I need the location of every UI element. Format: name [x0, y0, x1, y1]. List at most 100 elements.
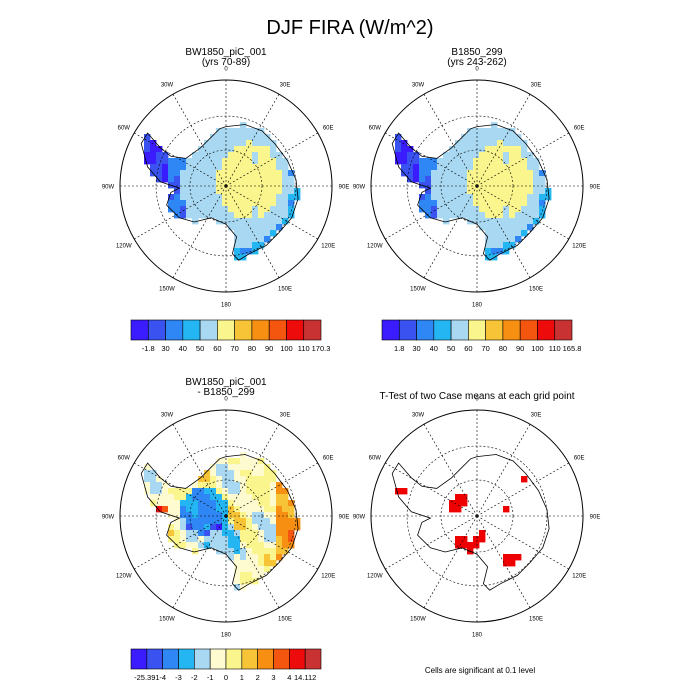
map-cell [240, 200, 247, 207]
map-cell [264, 524, 271, 531]
longitude-label: 90E [590, 185, 601, 191]
longitude-label: 120W [116, 574, 132, 580]
meridian-line [225, 515, 280, 608]
map-cell [491, 152, 498, 159]
map-cell [503, 560, 510, 567]
map-cell [186, 512, 193, 519]
map-cell [479, 164, 486, 171]
map-cell [258, 548, 265, 555]
map-cell [503, 230, 510, 237]
longitude-label: 0 [475, 67, 479, 73]
map-cell [192, 176, 199, 183]
colorbar-swatch [199, 319, 218, 341]
map-cell [198, 152, 205, 159]
map-cell [234, 572, 241, 579]
map-cell [240, 218, 247, 225]
map-cell [533, 164, 540, 171]
map-cell [240, 572, 247, 579]
colorbar-tick-label: -1.8 [142, 344, 155, 353]
map-cell [443, 170, 450, 177]
map-cell [485, 188, 492, 195]
map-cell [527, 206, 534, 213]
panel-title-line1: T-Test of two Case means at each grid po… [379, 391, 574, 402]
map-cell [150, 470, 157, 477]
map-cell [234, 566, 241, 573]
map-cell [449, 146, 456, 153]
map-cell [144, 134, 151, 141]
map-cell [240, 494, 247, 501]
map-cell [401, 152, 408, 159]
meridian-line [134, 132, 227, 187]
map-cell [527, 194, 534, 201]
map-cell [455, 500, 462, 507]
map-boundary [370, 409, 584, 623]
meridian-line [476, 132, 569, 187]
map-cell [491, 188, 498, 195]
longitude-label: 150W [410, 287, 426, 293]
map-cell [509, 242, 516, 249]
map-data-cells [144, 122, 301, 261]
meridian-line [476, 515, 569, 570]
map-cell [240, 506, 247, 513]
map-cell [252, 212, 259, 219]
map-cell [150, 494, 157, 501]
map-cell [240, 458, 247, 465]
map-cell [282, 158, 289, 165]
map-cell [162, 158, 169, 165]
map-cell [437, 212, 444, 219]
map-cell [252, 140, 259, 147]
map-cell [228, 170, 235, 177]
map-cell [216, 146, 223, 153]
map-cell [527, 188, 534, 195]
map-cell [264, 164, 271, 171]
polar-map: 0 30E 60E 90E 120E 150E 180 150W 120W 90W 60W 30W [353, 397, 601, 639]
map-cell [497, 140, 504, 147]
map-cell [419, 200, 426, 207]
map-cell [258, 476, 265, 483]
map-cell [234, 482, 241, 489]
colorbar-tick-label: 50 [196, 344, 204, 353]
map-cell [162, 164, 169, 171]
map-cell [234, 230, 241, 237]
map-cell [222, 494, 229, 501]
map-cell [252, 560, 259, 567]
map-cell [192, 482, 199, 489]
map-cell [246, 236, 253, 243]
map-cell [533, 182, 540, 189]
map-cell [288, 170, 295, 177]
map-cell [246, 230, 253, 237]
colorbar: 1.8 30 40 50 60 70 80 90 100 110 165.8 [381, 319, 581, 353]
map-cell [431, 200, 438, 207]
map-cell [234, 128, 241, 135]
map-cell [437, 194, 444, 201]
map-cell [156, 500, 163, 507]
map-cell [240, 548, 247, 555]
map-cell [144, 140, 151, 147]
map-cell [527, 170, 534, 177]
map-cell [198, 482, 205, 489]
map-cell [210, 206, 217, 213]
map-cell [521, 164, 528, 171]
map-cell [491, 158, 498, 165]
map-cell [270, 146, 277, 153]
map-cell [503, 140, 510, 147]
map-cell [192, 542, 199, 549]
map-cell [407, 158, 414, 165]
map-cell [246, 530, 253, 537]
map-cell [497, 158, 504, 165]
map-cell [246, 176, 253, 183]
map-cell [252, 242, 259, 249]
map-cell [258, 488, 265, 495]
meridian-line [225, 424, 280, 517]
map-cell [228, 488, 235, 495]
map-cell [228, 218, 235, 225]
map-cell [192, 212, 199, 219]
map-cell [276, 158, 283, 165]
map-cell [228, 512, 235, 519]
colorbar-swatch [234, 319, 253, 341]
map-cell [246, 458, 253, 465]
meridian-line [423, 94, 478, 187]
map-cell [156, 176, 163, 183]
map-cell [240, 188, 247, 195]
colorbar-tick-label: 110 [549, 344, 561, 353]
